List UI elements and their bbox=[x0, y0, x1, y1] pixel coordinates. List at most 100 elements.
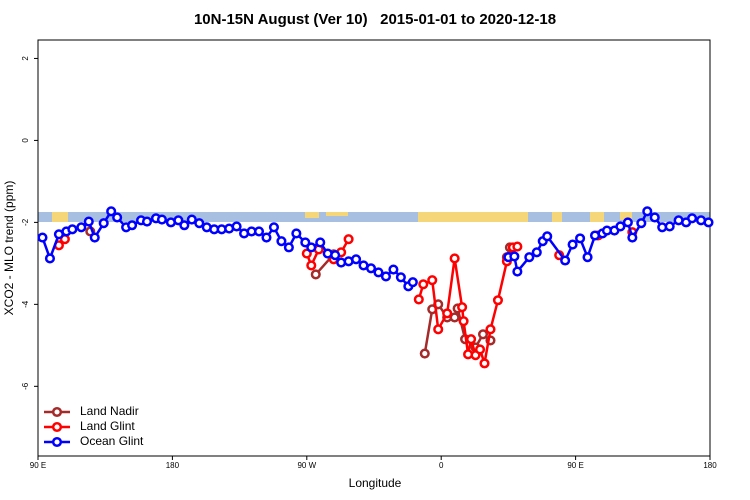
x-tick-label: 180 bbox=[703, 461, 717, 470]
data-point bbox=[466, 334, 477, 345]
data-point bbox=[427, 275, 438, 286]
data-point bbox=[186, 214, 197, 225]
data-point bbox=[83, 216, 94, 227]
data-point bbox=[300, 237, 311, 248]
data-point bbox=[531, 247, 542, 258]
data-point bbox=[365, 263, 377, 274]
data-point bbox=[567, 239, 578, 250]
data-point bbox=[343, 234, 354, 245]
data-point bbox=[37, 232, 48, 243]
data-point bbox=[173, 215, 184, 226]
data-point bbox=[642, 206, 653, 217]
data-point bbox=[156, 214, 167, 225]
data-point bbox=[89, 232, 100, 243]
data-point bbox=[582, 252, 593, 263]
data-point bbox=[291, 228, 302, 239]
land-patch bbox=[552, 212, 562, 222]
data-point bbox=[512, 241, 523, 252]
x-axis-label: Longitude bbox=[349, 476, 402, 490]
data-point bbox=[276, 236, 287, 247]
data-point bbox=[76, 222, 87, 233]
y-tick-label: -2 bbox=[21, 218, 30, 226]
land-patch bbox=[326, 212, 348, 216]
data-point bbox=[575, 233, 586, 244]
data-point bbox=[261, 232, 272, 243]
data-point bbox=[512, 266, 523, 277]
data-point bbox=[524, 252, 535, 263]
y-tick-label: -4 bbox=[21, 300, 30, 308]
data-point bbox=[253, 226, 265, 237]
y-tick-label: 0 bbox=[21, 138, 30, 143]
data-point bbox=[231, 221, 242, 232]
legend-marker bbox=[51, 421, 63, 433]
land-patch bbox=[418, 212, 528, 222]
legend-label: Ocean Glint bbox=[80, 434, 144, 448]
data-point bbox=[509, 251, 520, 262]
y-tick-label: 2 bbox=[21, 56, 30, 61]
data-point bbox=[649, 212, 660, 223]
data-point bbox=[283, 242, 294, 253]
data-point bbox=[419, 348, 430, 359]
data-point bbox=[474, 344, 486, 355]
data-point bbox=[449, 253, 460, 264]
land-patch bbox=[620, 212, 632, 220]
legend-marker bbox=[51, 436, 63, 448]
data-point bbox=[388, 264, 399, 275]
data-point bbox=[627, 232, 638, 243]
ocean-strip bbox=[38, 212, 710, 222]
data-point bbox=[67, 224, 78, 235]
legend-label: Land Nadir bbox=[80, 404, 139, 418]
data-point bbox=[268, 222, 279, 233]
land-patch bbox=[590, 212, 604, 222]
data-point bbox=[44, 253, 55, 264]
data-point bbox=[492, 295, 503, 306]
land-patch bbox=[305, 212, 319, 218]
map-strip bbox=[38, 212, 710, 222]
data-point bbox=[106, 206, 117, 217]
data-point bbox=[407, 277, 418, 288]
chart-title: 10N-15N August (Ver 10) 2015-01-01 to 20… bbox=[194, 11, 556, 28]
x-tick-label: 90 W bbox=[297, 461, 316, 470]
data-point bbox=[664, 221, 675, 232]
data-point bbox=[310, 269, 321, 280]
data-point bbox=[395, 272, 406, 283]
data-point bbox=[194, 218, 205, 229]
data-point bbox=[98, 218, 109, 229]
plot-frame bbox=[37, 39, 711, 457]
data-point bbox=[615, 221, 626, 232]
data-point bbox=[457, 302, 468, 313]
data-point bbox=[442, 308, 453, 319]
data-point bbox=[542, 231, 553, 242]
data-point bbox=[306, 260, 317, 271]
data-point bbox=[433, 324, 444, 335]
legend-marker bbox=[51, 406, 63, 418]
land-patch bbox=[52, 212, 68, 222]
x-tick-label: 90 E bbox=[567, 461, 583, 470]
legend-label: Land Glint bbox=[80, 419, 135, 433]
data-point bbox=[477, 329, 489, 340]
data-point bbox=[479, 358, 490, 369]
data-point bbox=[179, 220, 190, 231]
data-point bbox=[141, 216, 153, 227]
data-point bbox=[622, 217, 633, 228]
x-tick-label: 180 bbox=[166, 461, 180, 470]
data-point bbox=[687, 213, 698, 224]
data-point bbox=[636, 218, 647, 229]
data-point bbox=[413, 294, 424, 305]
y-tick-label: -6 bbox=[21, 382, 30, 390]
data-point bbox=[127, 220, 138, 231]
data-point bbox=[330, 250, 341, 261]
y-axis-label: XCO2 - MLO trend (ppm) bbox=[2, 181, 16, 316]
data-point bbox=[703, 217, 714, 228]
data-point bbox=[458, 316, 469, 327]
data-point bbox=[315, 237, 326, 248]
data-point bbox=[306, 242, 317, 253]
data-point bbox=[112, 212, 123, 223]
data-point bbox=[449, 312, 460, 323]
data-point bbox=[380, 271, 391, 282]
data-point bbox=[485, 324, 496, 335]
data-point bbox=[560, 255, 571, 266]
